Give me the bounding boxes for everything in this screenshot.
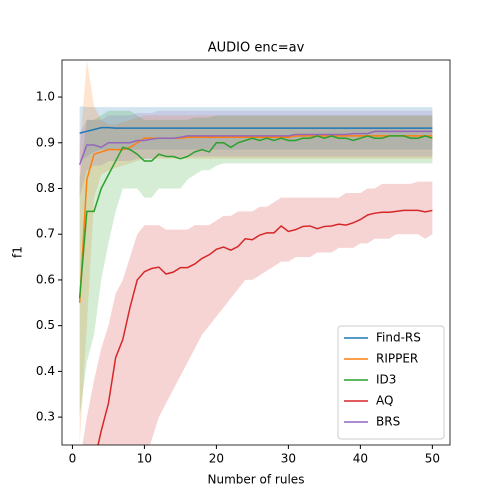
confidence-band — [79, 110, 433, 198]
x-tick-label: 50 — [425, 452, 440, 466]
y-tick-label: 1.0 — [36, 90, 55, 104]
lines — [78, 126, 433, 445]
legend-label: BRS — [376, 415, 400, 429]
x-tick-label: 20 — [209, 452, 224, 466]
confidence-band — [79, 106, 433, 162]
chart-title: AUDIO enc=av — [208, 41, 305, 56]
legend-label: AQ — [376, 394, 393, 408]
y-tick-label: 0.5 — [36, 318, 55, 332]
y-tick-label: 0.6 — [36, 272, 55, 286]
series-line — [78, 135, 433, 303]
y-axis-label: f1 — [11, 246, 25, 258]
x-tick-label: 10 — [137, 452, 152, 466]
y-tick-label: 0.4 — [36, 364, 55, 378]
x-axis-label: Number of rules — [208, 473, 305, 487]
series-line — [97, 209, 433, 445]
x-tick-label: 40 — [353, 452, 368, 466]
legend-label: ID3 — [376, 373, 396, 387]
y-tick-label: 0.3 — [36, 410, 55, 424]
confidence-band — [79, 110, 433, 418]
axes: 0 10 20 30 40 50 0.3 0.4 0.5 0.6 0.7 0.8 0.9 1.0 Find-… — [36, 59, 451, 466]
x-tick-label: 30 — [281, 452, 296, 466]
y-tick-label: 0.7 — [36, 227, 55, 241]
series-line — [78, 130, 433, 165]
series-line — [79, 126, 433, 134]
confidence-band — [82, 181, 433, 445]
legend-label: RIPPER — [376, 352, 418, 366]
y-tick-label: 0.8 — [36, 181, 55, 195]
x-tick-label: 0 — [69, 452, 77, 466]
legend: Find-RS RIPPER ID3 AQ BRS — [337, 325, 445, 440]
plot-frame — [61, 59, 451, 446]
legend-label: Find-RS — [376, 331, 421, 345]
legend-box — [337, 325, 445, 440]
y-tick-label: 0.9 — [36, 135, 55, 149]
series-line — [78, 135, 433, 299]
